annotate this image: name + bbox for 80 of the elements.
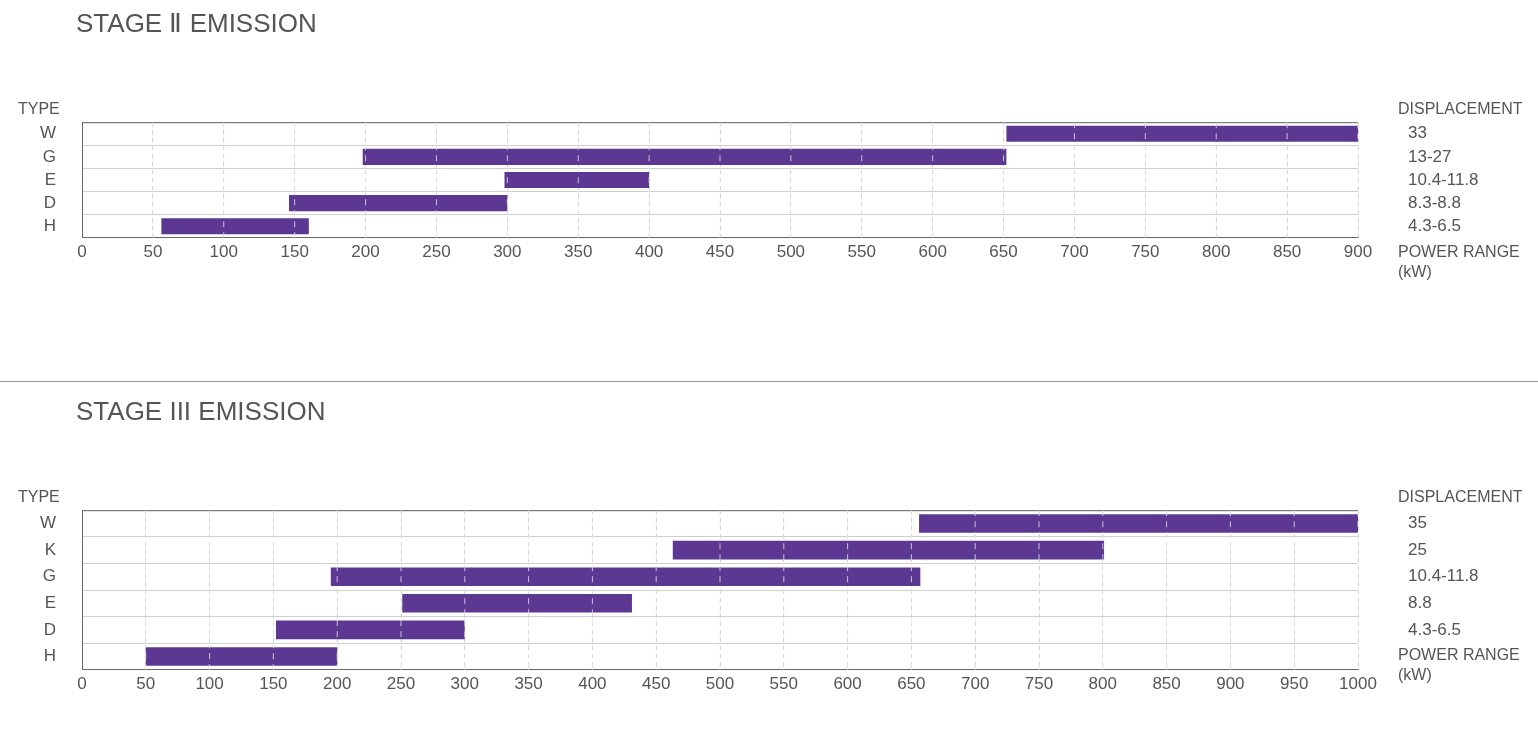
y-tick-label: E [44,169,56,189]
x-tick-label: 400 [578,673,607,693]
bar [362,148,1007,165]
x-tick-label: 800 [1202,241,1231,261]
y2-tick-label: 4.3-6.5 [1408,619,1461,639]
y-tick-label: W [39,123,56,143]
x-tick-label: 1000 [1339,673,1377,693]
bar [919,514,1358,533]
x-tick-label: 500 [705,673,735,693]
x-tick-label: 300 [450,673,479,693]
x-tick-label: 550 [769,673,798,693]
y2-tick-label: 10.4-11.8 [1408,566,1479,586]
y2-tick-label: 4.3-6.5 [1408,215,1461,235]
x-tick-label: 650 [989,241,1018,261]
bar [161,218,309,235]
x-tick-label: 50 [136,673,156,693]
x-tick-label: 100 [195,673,224,693]
x-tick-label: 300 [493,241,522,261]
y-tick-label: G [42,566,56,586]
bar [1006,125,1358,142]
x-tick-label: 800 [1088,673,1117,693]
x-tick-label: 900 [1343,241,1373,261]
chart-title: STAGE Ⅱ EMISSION [76,8,317,39]
y2-tick-label: 10.4-11.8 [1408,169,1479,189]
y2-tick-label: 8.8 [1408,592,1432,612]
x-tick-label: 900 [1216,673,1245,693]
bar [330,567,921,587]
bar [289,195,508,212]
y-tick-label: K [44,539,57,559]
x-axis-title: POWER RANGE (kW) [1398,241,1521,282]
bar [504,171,650,189]
y2-axis-title: DISPLACEMENT [1398,488,1523,507]
x-tick-label: 750 [1131,241,1160,261]
x-tick-label: 750 [1024,673,1054,693]
y2-tick-label: 33 [1408,123,1427,143]
x-tick-label: 400 [634,241,664,261]
x-tick-label: 350 [514,673,543,693]
x-tick-label: 600 [833,673,862,693]
x-tick-label: 650 [897,673,926,693]
x-tick-label: 100 [209,241,238,261]
chart-title: STAGE III EMISSION [76,396,326,427]
x-tick-label: 600 [918,241,947,261]
bar [275,620,465,640]
y2-tick-label: 35 [1408,513,1427,533]
x-tick-label: 850 [1152,673,1181,693]
y-tick-label: G [42,146,56,166]
y-tick-label: D [43,619,56,639]
x-tick-label: 200 [323,673,352,693]
x-tick-label: 200 [351,241,380,261]
x-tick-label: 950 [1280,673,1309,693]
y-tick-label: H [43,646,56,666]
x-axis-title: POWER RANGE (kW) [1398,645,1521,686]
x-tick-label: 0 [77,673,87,693]
y2-tick-label: 25 [1408,539,1427,559]
x-tick-label: 150 [259,673,288,693]
x-tick-label: 550 [847,241,876,261]
bar [672,540,1105,560]
x-tick-label: 500 [776,241,806,261]
y-tick-label: D [43,192,56,212]
y-tick-label: H [43,215,56,235]
y2-tick-label: 8.3-8.8 [1408,192,1461,212]
x-tick-label: 450 [705,241,735,261]
bar [145,647,338,666]
y2-axis-title: DISPLACEMENT [1398,100,1523,119]
x-tick-label: 250 [422,241,451,261]
x-tick-label: 50 [143,241,163,261]
x-tick-label: 0 [77,241,87,261]
x-tick-label: 450 [642,673,671,693]
x-tick-label: 250 [386,673,416,693]
y-tick-label: E [44,592,56,612]
x-tick-label: 350 [564,241,593,261]
bar [402,593,632,613]
x-tick-label: 850 [1272,241,1302,261]
y-axis-title: TYPE [18,488,60,507]
x-tick-label: 700 [961,673,990,693]
x-tick-label: 700 [1060,241,1089,261]
y2-tick-label: 13-27 [1408,146,1452,166]
y-axis-title: TYPE [18,100,60,119]
y-tick-label: W [39,513,56,533]
x-tick-label: 150 [280,241,309,261]
